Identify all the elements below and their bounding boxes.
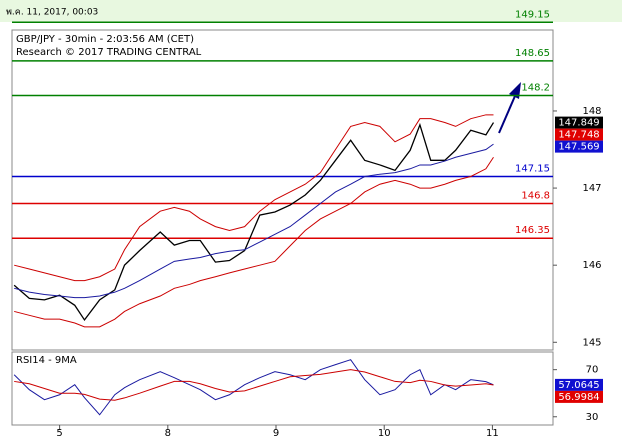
level-label: 148.2: [521, 83, 550, 94]
y-tick-label: 146: [582, 260, 601, 271]
y-tick-label: 147: [582, 183, 601, 194]
x-tick-label: 8: [165, 428, 171, 439]
chart-subtitle: Research © 2017 TRADING CENTRAL: [16, 47, 202, 58]
series-line: [13, 122, 495, 322]
x-tick-label: 10: [378, 428, 391, 439]
timestamp: พ.ค. 11, 2017, 00:03: [6, 8, 98, 18]
x-tick-label: 9: [273, 428, 279, 439]
y-tick-label: 148: [582, 106, 601, 117]
top-bar: [0, 0, 622, 22]
price-tag-label: 56.9984: [558, 392, 599, 403]
arrow-head: [509, 82, 521, 99]
series-line: [13, 359, 494, 416]
level-label: 148.65: [515, 48, 550, 59]
level-label: 147.15: [515, 164, 550, 175]
y-tick-label: 30: [586, 412, 599, 423]
level-label: 149.15: [515, 9, 550, 20]
series-line: [14, 156, 494, 328]
x-tick-label: 5: [56, 428, 62, 439]
price-tag-label: 147.849: [558, 118, 599, 129]
price-tag: [555, 378, 603, 391]
level-label: 146.8: [521, 190, 550, 201]
price-tag: [555, 140, 603, 153]
series-line: [14, 114, 494, 282]
price-tag: [555, 116, 603, 129]
y-tick-label: 145: [582, 337, 601, 348]
price-tag-label: 147.748: [558, 130, 599, 141]
rsi-title: RSI14 - 9MA: [16, 355, 77, 366]
series-line: [14, 143, 494, 299]
price-tag-label: 57.0645: [558, 380, 599, 391]
level-label: 146.35: [515, 225, 550, 236]
y-tick-label: 70: [586, 365, 599, 376]
main-panel: [11, 29, 554, 351]
x-tick-label: 11: [486, 428, 499, 439]
series-line: [14, 369, 494, 401]
arrow: [498, 95, 516, 134]
price-tag: [555, 390, 603, 403]
chart-title: GBP/JPY - 30min - 2:03:56 AM (CET): [16, 34, 194, 45]
rsi-panel: [11, 351, 554, 426]
price-tag-label: 147.569: [558, 142, 599, 153]
price-tag: [555, 128, 603, 141]
